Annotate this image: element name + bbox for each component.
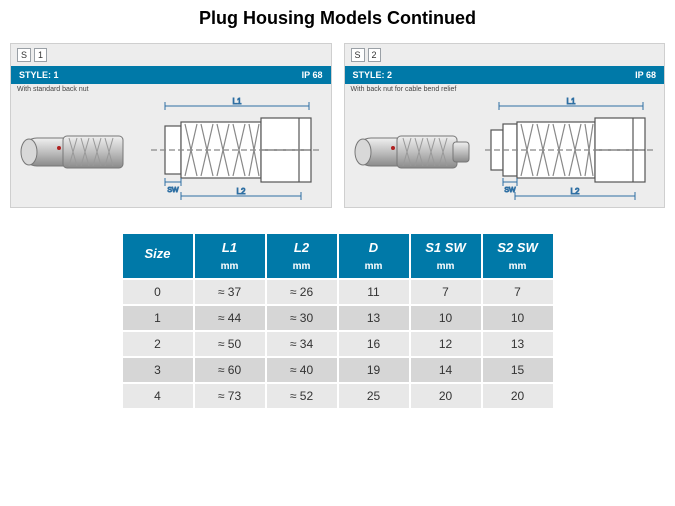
style-label: STYLE: 2 — [353, 70, 393, 80]
style-bar: STYLE: 2 IP 68 — [345, 66, 665, 84]
col-d: Dmm — [338, 233, 410, 279]
col-s1sw: S1 SWmm — [410, 233, 482, 279]
cell: 3 — [122, 357, 194, 383]
table-header-row: Size L1mm L2mm Dmm S1 SWmm S2 SWmm — [122, 233, 554, 279]
cell: 14 — [410, 357, 482, 383]
table-body: 0 ≈ 37 ≈ 26 11 7 7 1 ≈ 44 ≈ 30 13 10 10 … — [122, 279, 554, 409]
panel-style-1: S 1 STYLE: 1 IP 68 With standard back nu… — [10, 43, 332, 208]
cell: 19 — [338, 357, 410, 383]
col-l2: L2mm — [266, 233, 338, 279]
cell: 20 — [482, 383, 554, 409]
dim-l1-label: L1 — [233, 97, 242, 106]
col-size: Size — [122, 233, 194, 279]
ip-rating: IP 68 — [302, 70, 323, 80]
cell: 2 — [122, 331, 194, 357]
cell: ≈ 26 — [266, 279, 338, 305]
cell: 15 — [482, 357, 554, 383]
dim-l2-label: L2 — [237, 187, 246, 196]
cell: 12 — [410, 331, 482, 357]
diagrams-row: S 1 STYLE: 1 IP 68 With standard back nu… — [0, 43, 675, 232]
table-row: 0 ≈ 37 ≈ 26 11 7 7 — [122, 279, 554, 305]
cell: 1 — [122, 305, 194, 331]
style-label: STYLE: 1 — [19, 70, 59, 80]
cell: 16 — [338, 331, 410, 357]
cell: ≈ 73 — [194, 383, 266, 409]
table-row: 3 ≈ 60 ≈ 40 19 14 15 — [122, 357, 554, 383]
table-row: 4 ≈ 73 ≈ 52 25 20 20 — [122, 383, 554, 409]
cell: ≈ 34 — [266, 331, 338, 357]
cell: ≈ 52 — [266, 383, 338, 409]
style-bar: STYLE: 1 IP 68 — [11, 66, 331, 84]
cell: ≈ 37 — [194, 279, 266, 305]
panel-style-2: S 2 STYLE: 2 IP 68 With back nut for cab… — [344, 43, 666, 208]
style-tag: S 1 — [17, 48, 47, 62]
cell: 25 — [338, 383, 410, 409]
cell: ≈ 30 — [266, 305, 338, 331]
style-caption: With back nut for cable bend relief — [351, 86, 457, 93]
style-caption: With standard back nut — [17, 86, 89, 93]
connector-drawing-icon: L1 L2 — [485, 96, 655, 206]
cell: 11 — [338, 279, 410, 305]
cell: ≈ 44 — [194, 305, 266, 331]
style-tag-letter: S — [351, 48, 365, 62]
cell: 4 — [122, 383, 194, 409]
spec-table: Size L1mm L2mm Dmm S1 SWmm S2 SWmm 0 ≈ 3… — [121, 232, 555, 410]
ip-rating: IP 68 — [635, 70, 656, 80]
page-title: Plug Housing Models Continued — [0, 0, 675, 43]
cell: 0 — [122, 279, 194, 305]
dim-sw-label: SW — [167, 187, 179, 194]
dim-l1-label: L1 — [566, 97, 575, 106]
style-tag-number: 1 — [34, 48, 47, 62]
table-row: 1 ≈ 44 ≈ 30 13 10 10 — [122, 305, 554, 331]
dim-sw-label: SW — [504, 187, 516, 194]
cell: 7 — [482, 279, 554, 305]
cell: 13 — [482, 331, 554, 357]
table-row: 2 ≈ 50 ≈ 34 16 12 13 — [122, 331, 554, 357]
cell: 10 — [410, 305, 482, 331]
cell: ≈ 60 — [194, 357, 266, 383]
cell: 20 — [410, 383, 482, 409]
cell: 7 — [410, 279, 482, 305]
col-s2sw: S2 SWmm — [482, 233, 554, 279]
dim-l2-label: L2 — [570, 187, 579, 196]
cell: 13 — [338, 305, 410, 331]
style-tag-number: 2 — [368, 48, 381, 62]
connector-photo-icon — [19, 124, 139, 180]
cell: 10 — [482, 305, 554, 331]
cell: ≈ 40 — [266, 357, 338, 383]
style-tag: S 2 — [351, 48, 381, 62]
style-tag-letter: S — [17, 48, 31, 62]
connector-photo-icon — [353, 124, 473, 180]
cell: ≈ 50 — [194, 331, 266, 357]
connector-drawing-icon: L1 L2 — [151, 96, 321, 206]
col-l1: L1mm — [194, 233, 266, 279]
